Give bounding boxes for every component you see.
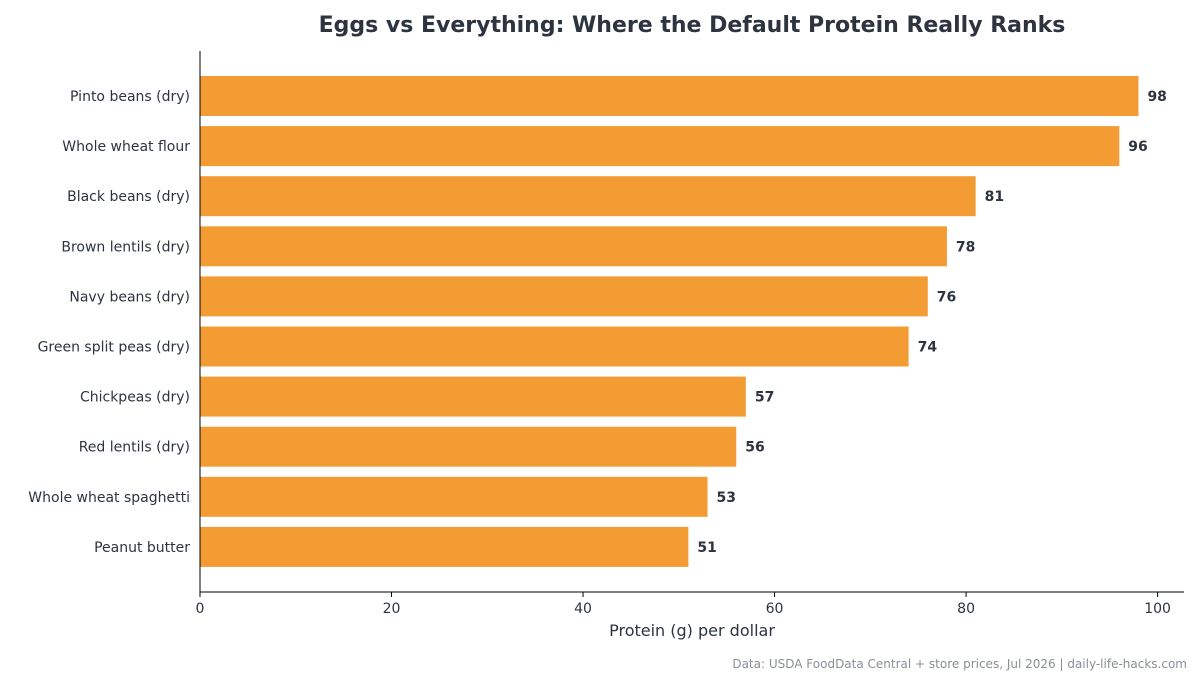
category-label: Whole wheat flour: [62, 139, 190, 155]
bar-value-label: 53: [717, 490, 736, 506]
x-tick-label: 60: [766, 601, 784, 617]
category-label: Whole wheat spaghetti: [28, 490, 190, 506]
bar: [200, 376, 746, 417]
bar-value-label: 81: [985, 189, 1004, 205]
bar: [200, 476, 708, 517]
category-label: Peanut butter: [94, 540, 190, 556]
category-label: Navy beans (dry): [69, 289, 190, 305]
category-label: Brown lentils (dry): [61, 239, 190, 255]
category-label: Pinto beans (dry): [70, 89, 190, 105]
x-tick-label: 20: [383, 601, 401, 617]
bar-value-label: 98: [1147, 89, 1166, 105]
x-axis-title: Protein (g) per dollar: [609, 621, 775, 640]
value-labels-group: 98 96 81 78 76 74 57 56 53 51: [697, 89, 1167, 556]
bar-value-label: 76: [937, 289, 956, 305]
bar-value-label: 74: [918, 340, 938, 356]
bar: [200, 176, 976, 217]
x-tick-label: 40: [574, 601, 592, 617]
bar-value-label: 57: [755, 390, 774, 406]
bar: [200, 226, 947, 267]
bar: [200, 276, 928, 317]
x-tick-label: 0: [196, 601, 205, 617]
bar: [200, 326, 909, 367]
category-label: Green split peas (dry): [38, 340, 190, 356]
bar-value-label: 96: [1128, 139, 1147, 155]
x-ticks-group: 0 20 40 60 80 100: [196, 592, 1171, 617]
bar: [200, 426, 737, 467]
bar: [200, 526, 689, 567]
x-tick-label: 100: [1144, 601, 1171, 617]
bar-value-label: 56: [745, 440, 764, 456]
category-labels-group: Pinto beans (dry) Whole wheat flour Black …: [28, 89, 190, 556]
bar-value-label: 78: [956, 239, 975, 255]
category-label: Red lentils (dry): [79, 440, 190, 456]
bar-value-label: 51: [697, 540, 716, 556]
bars-group: [200, 76, 1139, 567]
bar: [200, 76, 1139, 116]
category-label: Black beans (dry): [67, 189, 190, 205]
x-tick-label: 80: [957, 601, 975, 617]
chart-title: Eggs vs Everything: Where the Default Pr…: [319, 13, 1066, 38]
category-label: Chickpeas (dry): [80, 390, 190, 406]
source-note: Data: USDA FoodData Central + store pric…: [732, 657, 1187, 671]
bar: [200, 126, 1120, 167]
